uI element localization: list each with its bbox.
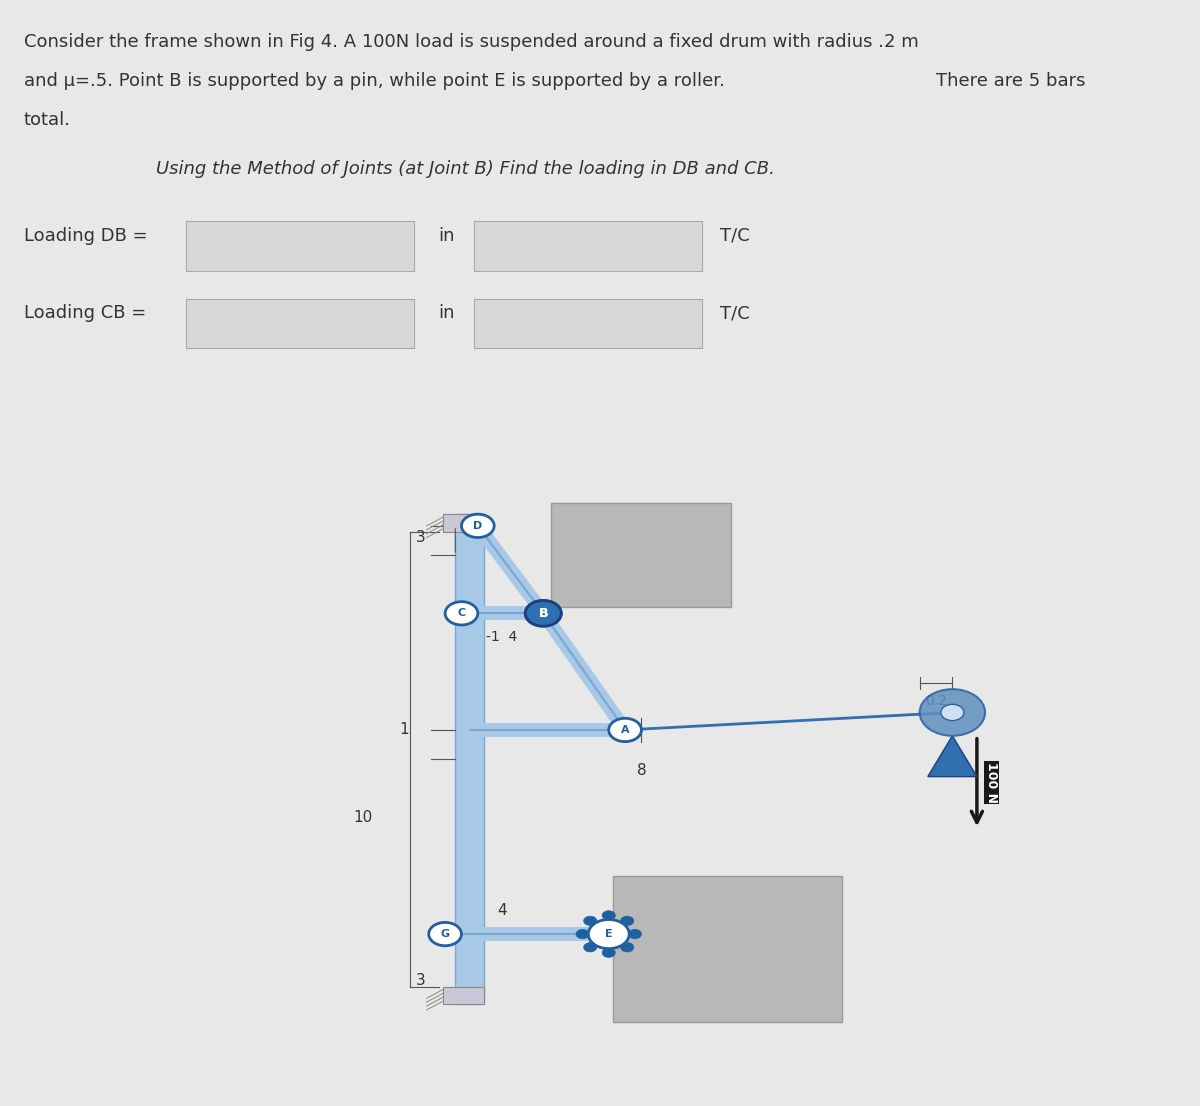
Text: T/C: T/C — [720, 304, 750, 322]
Circle shape — [576, 929, 589, 939]
Circle shape — [941, 705, 964, 721]
Text: -1  4: -1 4 — [486, 629, 517, 644]
Circle shape — [462, 514, 494, 538]
Text: in: in — [438, 227, 455, 244]
Text: G: G — [440, 929, 450, 939]
Text: and μ=.5. Point B is supported by a pin, while point E is supported by a roller.: and μ=.5. Point B is supported by a pin,… — [24, 72, 725, 90]
Text: Loading CB =: Loading CB = — [24, 304, 146, 322]
Circle shape — [620, 942, 634, 952]
Text: E: E — [605, 929, 612, 939]
Text: A: A — [620, 724, 630, 735]
Text: Loading DB =: Loading DB = — [24, 227, 148, 244]
Circle shape — [428, 922, 462, 946]
Text: 3: 3 — [415, 530, 426, 545]
Polygon shape — [928, 735, 977, 776]
Text: B: B — [539, 607, 548, 619]
Text: Consider the frame shown in Fig 4. A 100N load is suspended around a fixed drum : Consider the frame shown in Fig 4. A 100… — [24, 33, 919, 51]
Text: D: D — [473, 521, 482, 531]
Text: 8: 8 — [637, 763, 647, 779]
Text: total.: total. — [24, 111, 71, 128]
Circle shape — [445, 602, 478, 625]
Text: C: C — [457, 608, 466, 618]
Circle shape — [526, 601, 562, 626]
Text: B: B — [539, 607, 548, 619]
Text: B: B — [539, 607, 548, 619]
Circle shape — [602, 948, 616, 958]
Text: 100 N: 100 N — [985, 762, 998, 803]
Bar — [443, 514, 484, 532]
Circle shape — [583, 916, 596, 926]
Circle shape — [620, 916, 634, 926]
Circle shape — [583, 942, 596, 952]
Bar — [613, 876, 842, 1022]
Text: There are 5 bars: There are 5 bars — [936, 72, 1086, 90]
Bar — [552, 502, 732, 607]
Circle shape — [602, 910, 616, 920]
Text: 10: 10 — [354, 810, 373, 825]
Circle shape — [629, 929, 642, 939]
Circle shape — [588, 919, 629, 949]
Circle shape — [608, 718, 642, 742]
Bar — [443, 987, 484, 1004]
Text: 0.2: 0.2 — [925, 693, 947, 708]
Text: 3: 3 — [415, 973, 426, 989]
Text: in: in — [438, 304, 455, 322]
Text: 1: 1 — [400, 722, 409, 738]
Bar — [455, 514, 484, 1004]
Text: T/C: T/C — [720, 227, 750, 244]
Text: 4: 4 — [498, 904, 508, 918]
Circle shape — [919, 689, 985, 735]
Circle shape — [526, 601, 562, 626]
Text: Using the Method of Joints (at Joint B) Find the loading in DB and CB.: Using the Method of Joints (at Joint B) … — [156, 160, 775, 178]
